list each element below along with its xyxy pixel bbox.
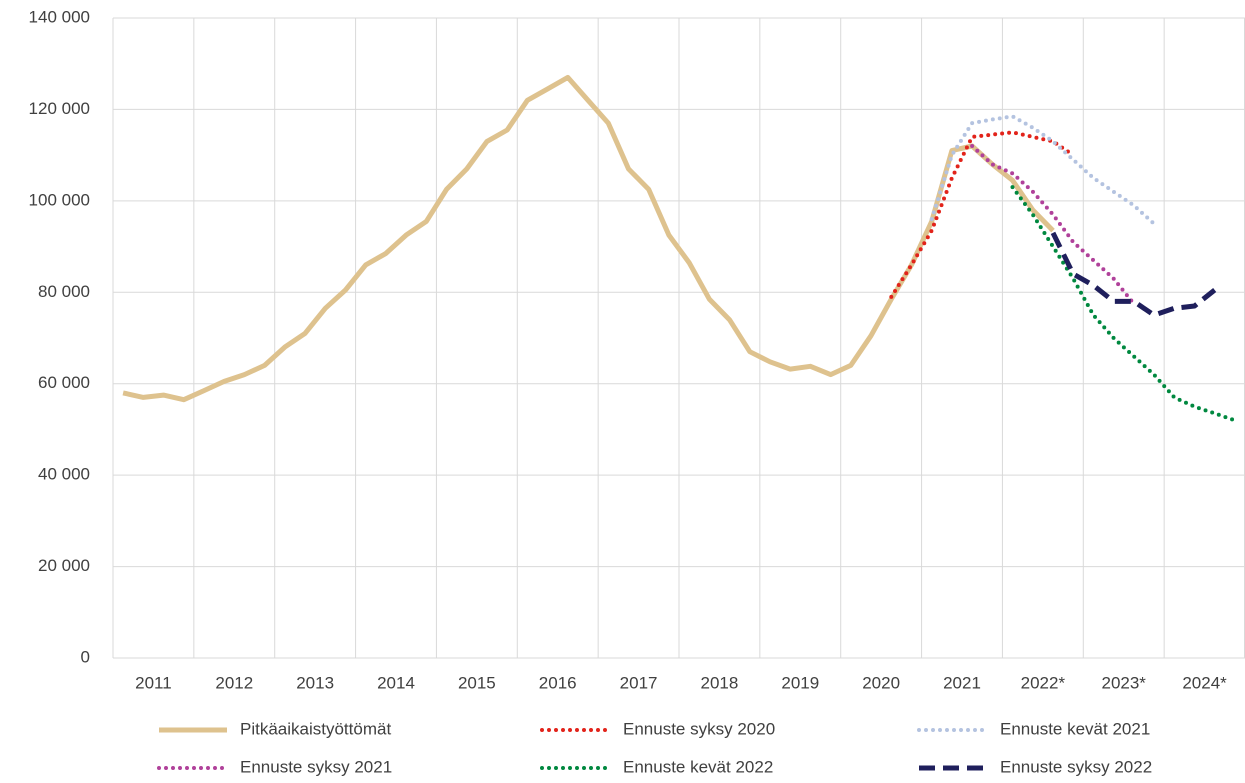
- x-tick-label: 2023*: [1101, 673, 1146, 692]
- x-tick-label: 2015: [458, 673, 496, 692]
- y-tick-label: 60 000: [38, 373, 90, 392]
- x-tick-label: 2014: [377, 673, 415, 692]
- legend-label: Ennuste kevät 2021: [1000, 719, 1150, 738]
- y-tick-label: 120 000: [29, 99, 90, 118]
- x-tick-label: 2011: [135, 673, 172, 692]
- series-line: [1050, 231, 1217, 318]
- series-line: [970, 144, 1136, 306]
- series-line: [889, 130, 1076, 299]
- x-tick-label: 2016: [539, 673, 577, 692]
- x-tick-label: 2012: [215, 673, 253, 692]
- series-line: [122, 74, 1055, 403]
- series-line: [1010, 185, 1237, 423]
- legend-label: Ennuste syksy 2022: [1000, 757, 1152, 776]
- series-line: [929, 114, 1156, 226]
- legend-label: Pitkäaikaistyöttömät: [240, 719, 391, 738]
- x-tick-label: 2021: [943, 673, 981, 692]
- y-tick-label: 20 000: [38, 556, 90, 575]
- x-tick-label: 2018: [701, 673, 739, 692]
- legend-label: Ennuste syksy 2021: [240, 757, 392, 776]
- x-tick-label: 2020: [862, 673, 900, 692]
- y-tick-label: 0: [81, 647, 90, 666]
- x-tick-label: 2024*: [1182, 673, 1227, 692]
- x-tick-label: 2017: [620, 673, 658, 692]
- legend-label: Ennuste kevät 2022: [623, 757, 773, 776]
- legend-label: Ennuste syksy 2020: [623, 719, 775, 738]
- x-tick-label: 2013: [296, 673, 334, 692]
- x-tick-label: 2022*: [1021, 673, 1066, 692]
- y-tick-label: 140 000: [29, 7, 90, 26]
- y-tick-label: 100 000: [29, 190, 90, 209]
- y-tick-label: 80 000: [38, 282, 90, 301]
- x-tick-label: 2019: [781, 673, 819, 692]
- y-tick-label: 40 000: [38, 465, 90, 484]
